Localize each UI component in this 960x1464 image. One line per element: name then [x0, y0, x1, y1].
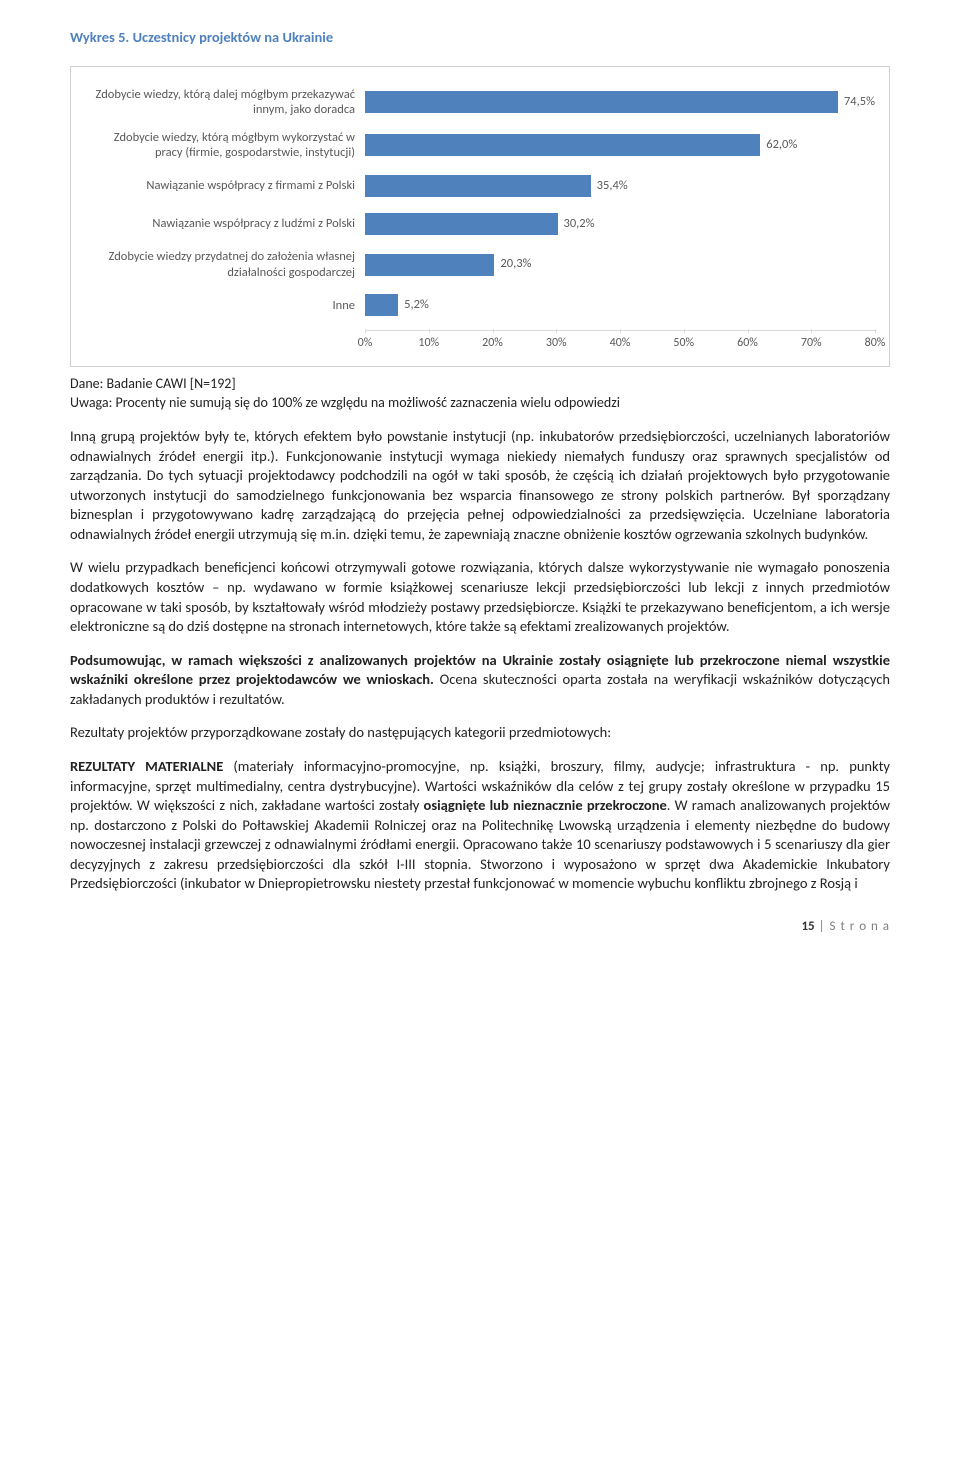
chart-row-plot: 30,2%: [365, 211, 875, 237]
paragraph-3: Podsumowując, w ramach większości z anal…: [70, 651, 890, 710]
chart-x-tick: 30%: [546, 335, 567, 351]
chart-row-label: Nawiązanie współpracy z firmami z Polski: [85, 178, 365, 194]
chart-bar: [365, 175, 591, 197]
chart-row-label: Inne: [85, 298, 365, 314]
chart-x-tick: 50%: [673, 335, 694, 351]
chart-row-label: Zdobycie wiedzy, którą mógłbym wykorzyst…: [85, 130, 365, 161]
chart-row: Nawiązanie współpracy z ludźmi z Polski 3…: [85, 211, 875, 237]
paragraph-5: REZULTATY MATERIALNE (materiały informac…: [70, 757, 890, 894]
chart-bar-value: 30,2%: [564, 216, 595, 233]
chart-x-tick: 0%: [358, 335, 373, 351]
chart-x-tick: 40%: [610, 335, 631, 351]
source-line-2: Uwaga: Procenty nie sumują się do 100% z…: [70, 394, 620, 411]
paragraph-5-heading: REZULTATY MATERIALNE: [70, 757, 223, 775]
chart-row: Zdobycie wiedzy, którą dalej mógłbym prz…: [85, 87, 875, 118]
chart-x-tick: 10%: [418, 335, 439, 351]
page-number: 15: [801, 919, 814, 934]
chart-bar-value: 74,5%: [844, 94, 875, 111]
chart-container: Zdobycie wiedzy, którą dalej mógłbym prz…: [70, 66, 890, 368]
chart-bar: [365, 134, 760, 156]
chart-x-tick: 20%: [482, 335, 503, 351]
chart-source-note: Dane: Badanie CAWI [N=192] Uwaga: Procen…: [70, 375, 890, 413]
paragraph-5-bold-b: osiągnięte lub nieznacznie przekroczone: [424, 796, 667, 814]
chart-x-tick: 60%: [737, 335, 758, 351]
chart-bar: [365, 254, 494, 276]
chart-row: Inne 5,2%: [85, 292, 875, 318]
chart-x-tick: 80%: [865, 335, 886, 351]
chart-row-plot: 74,5%: [365, 89, 875, 115]
chart-bar-value: 20,3%: [500, 256, 531, 273]
chart-x-tick: 70%: [801, 335, 822, 351]
chart-row-plot: 20,3%: [365, 252, 875, 278]
chart-bar: [365, 294, 398, 316]
chart-bar: [365, 91, 838, 113]
paragraph-4: Rezultaty projektów przyporządkowane zos…: [70, 723, 890, 743]
chart-plot-area: Zdobycie wiedzy, którą dalej mógłbym prz…: [85, 87, 875, 319]
chart-row-plot: 62,0%: [365, 132, 875, 158]
paragraph-2: W wielu przypadkach beneficjenci końcowi…: [70, 558, 890, 636]
chart-x-axis: 0%10%20%30%40%50%60%70%80%: [365, 330, 875, 352]
chart-bar-value: 35,4%: [597, 178, 628, 195]
chart-bar-value: 62,0%: [766, 137, 797, 154]
chart-row-label: Nawiązanie współpracy z ludźmi z Polski: [85, 216, 365, 232]
paragraph-1: Inną grupą projektów były te, których ef…: [70, 427, 890, 544]
chart-row: Zdobycie wiedzy, którą mógłbym wykorzyst…: [85, 130, 875, 161]
chart-bar: [365, 213, 558, 235]
chart-row-label: Zdobycie wiedzy przydatnej do założenia …: [85, 249, 365, 280]
chart-title: Wykres 5. Uczestnicy projektów na Ukrain…: [70, 28, 890, 48]
footer-label: S t r o n a: [830, 919, 890, 934]
chart-row-label: Zdobycie wiedzy, którą dalej mógłbym prz…: [85, 87, 365, 118]
page-footer: 15 | S t r o n a: [70, 918, 890, 936]
source-line-1: Dane: Badanie CAWI [N=192]: [70, 375, 236, 392]
chart-row: Zdobycie wiedzy przydatnej do założenia …: [85, 249, 875, 280]
footer-sep: |: [815, 919, 830, 934]
chart-bar-value: 5,2%: [404, 297, 429, 314]
chart-row: Nawiązanie współpracy z firmami z Polski…: [85, 173, 875, 199]
chart-row-plot: 35,4%: [365, 173, 875, 199]
chart-row-plot: 5,2%: [365, 292, 875, 318]
